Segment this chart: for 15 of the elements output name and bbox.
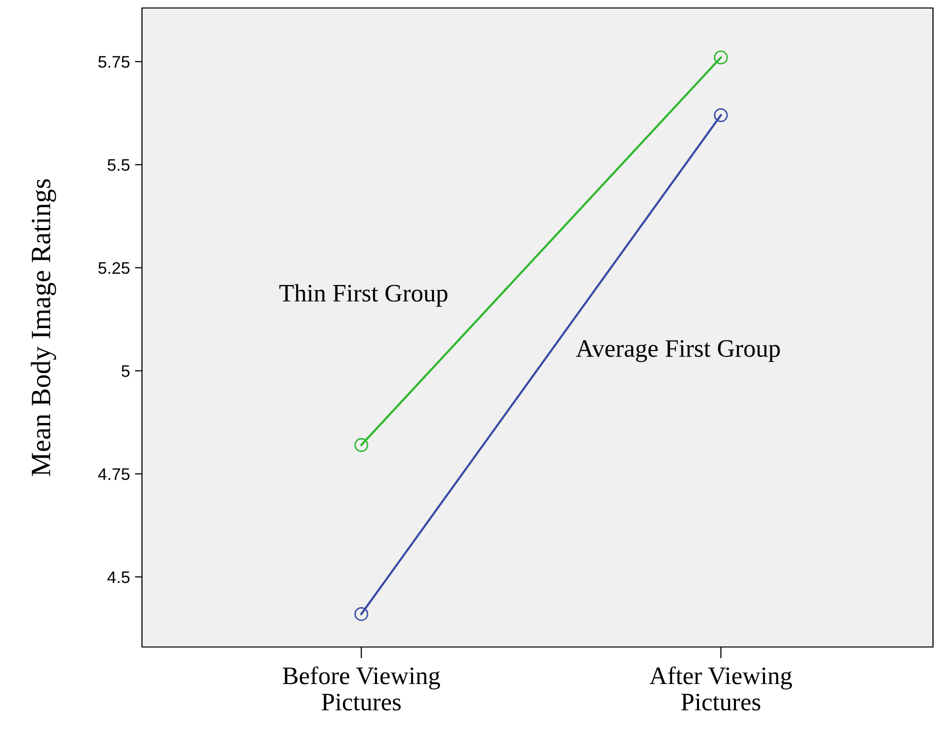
x-tick-label: After Viewing Pictures — [650, 666, 792, 711]
y-tick-label: 4.5 — [107, 571, 130, 584]
y-tick-label: 5 — [122, 365, 130, 377]
y-tick-label: 4.75 — [98, 468, 130, 480]
point — [354, 438, 368, 452]
series-label: Average First Group — [576, 340, 780, 362]
x-tick-label: Before Viewing Pictures — [282, 666, 440, 711]
y-tick-label: 5.5 — [108, 159, 130, 171]
y-tick-label: 5.25 — [98, 262, 130, 274]
point — [354, 607, 368, 621]
point — [714, 50, 728, 64]
series-label: Thin First Group — [279, 284, 448, 307]
y-tick-label: 5.75 — [98, 56, 130, 68]
point — [714, 108, 728, 122]
y-axis-title: Mean Body Image Ratings — [30, 179, 56, 476]
